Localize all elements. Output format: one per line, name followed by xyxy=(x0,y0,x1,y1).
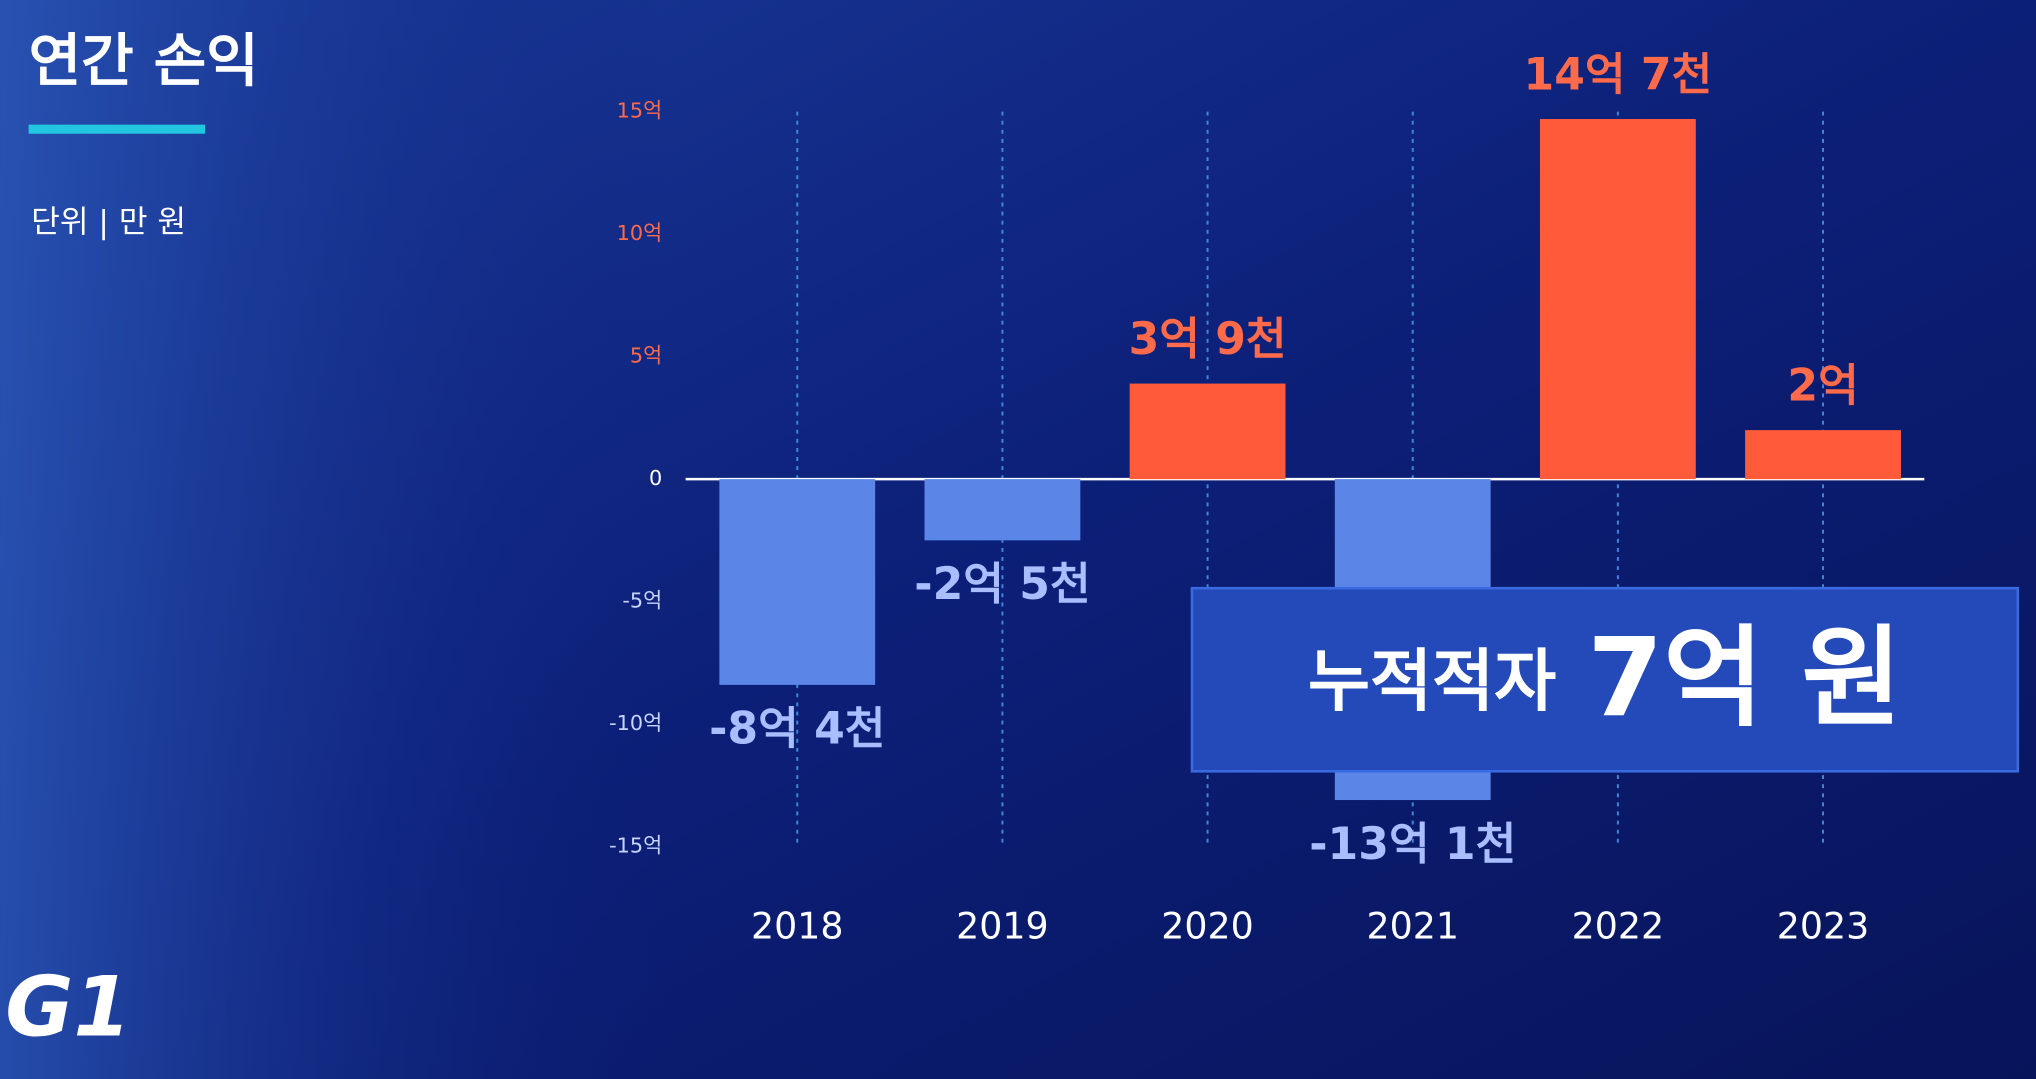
x-tick-label: 2020 xyxy=(1161,904,1254,947)
bar xyxy=(1539,119,1696,480)
annotation-label: 누적적자 xyxy=(1308,641,1556,720)
annotation-amount: 7억 원 xyxy=(1587,614,1902,741)
x-tick-label: 2018 xyxy=(751,904,843,947)
x-tick-label: 2019 xyxy=(956,904,1048,947)
x-tick-label: 2022 xyxy=(1572,904,1665,947)
bar xyxy=(924,479,1081,541)
value-label: -13억 1천 xyxy=(1309,819,1516,870)
y-tick-label: 10억 xyxy=(617,221,663,245)
bar xyxy=(1745,430,1901,480)
logo: G1 xyxy=(5,959,131,1056)
annotation: 누적적자 7억 원 xyxy=(1308,614,1902,741)
y-tick-label: -10억 xyxy=(609,711,662,735)
bar xyxy=(1129,383,1286,480)
annotation-box xyxy=(1190,586,2020,773)
value-label: 2억 xyxy=(1787,361,1858,412)
value-label: 3억 9천 xyxy=(1129,314,1287,365)
value-label: -2억 5천 xyxy=(914,559,1090,610)
y-tick-label: 5억 xyxy=(630,344,662,368)
y-tick-label: 0 xyxy=(649,466,662,490)
value-label: -8억 4천 xyxy=(709,704,885,755)
x-tick-label: 2023 xyxy=(1777,904,1870,947)
title: 연간 손익 xyxy=(29,29,259,95)
title-underline xyxy=(28,124,206,134)
x-tick-label: 2021 xyxy=(1366,904,1459,947)
bar xyxy=(719,479,876,685)
y-tick-label: 15억 xyxy=(617,99,663,123)
unit-note: 단위 | 만 원 xyxy=(31,204,186,240)
y-tick-label: -5억 xyxy=(622,589,662,613)
value-label: 14억 7천 xyxy=(1524,49,1713,100)
y-tick-label: -15억 xyxy=(609,834,662,858)
photo-overlay xyxy=(0,0,676,1079)
